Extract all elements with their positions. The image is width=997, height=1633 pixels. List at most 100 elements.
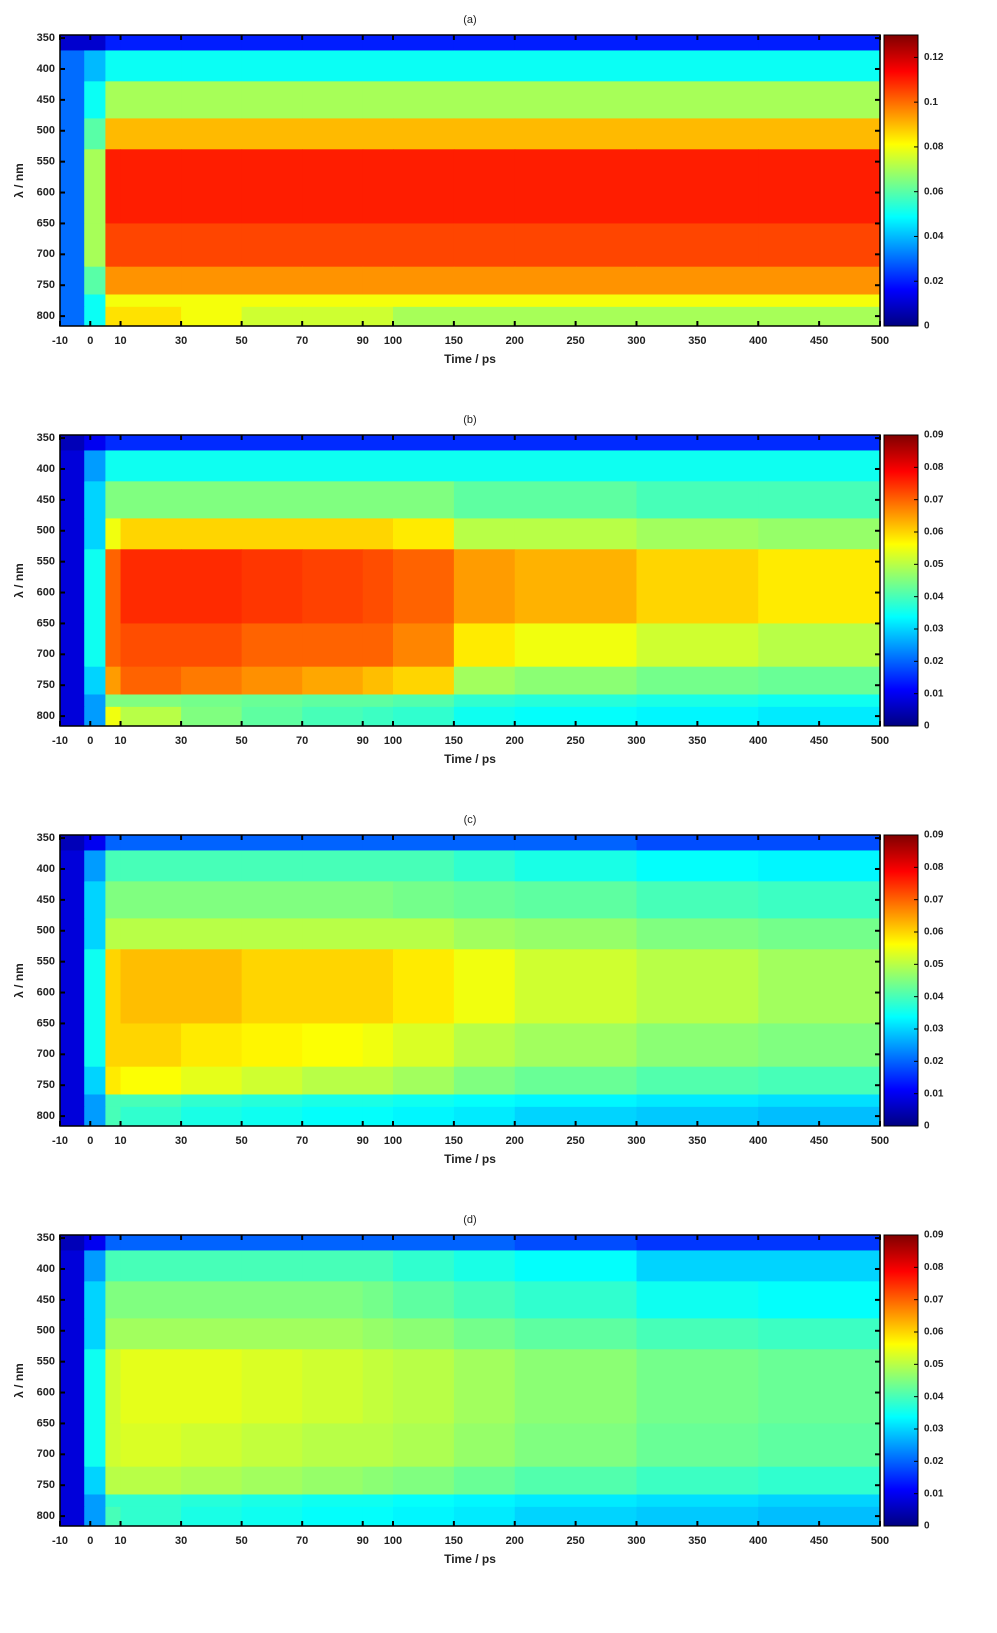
- heatmap-cell: [302, 694, 364, 708]
- heatmap-cell: [393, 949, 455, 1024]
- heatmap-cell: [105, 1318, 122, 1350]
- y-tick-label: 450: [37, 94, 55, 106]
- heatmap-cell: [181, 1349, 243, 1424]
- heatmap-cell: [758, 666, 881, 695]
- heatmap-cell: [514, 1106, 637, 1127]
- x-tick-label: 90: [357, 335, 369, 347]
- y-tick-label: 550: [37, 156, 55, 168]
- heatmap-cell: [758, 623, 881, 668]
- heatmap-cell: [636, 306, 759, 327]
- heatmap-cell: [120, 1349, 182, 1424]
- heatmap-cell: [453, 1423, 516, 1468]
- colorbar-tick-label: 0.08: [924, 462, 944, 473]
- x-tick-label: 10: [114, 1135, 126, 1147]
- heatmap-cell: [514, 518, 637, 550]
- y-tick-label: 750: [37, 1479, 55, 1491]
- heatmap-cell: [105, 81, 122, 119]
- heatmap-cell: [453, 1494, 516, 1508]
- heatmap-cell: [362, 266, 394, 295]
- heatmap-cell: [302, 1106, 364, 1127]
- x-tick-label: 150: [445, 1135, 463, 1147]
- heatmap-cell: [453, 450, 516, 482]
- heatmap-cell: [84, 835, 106, 851]
- heatmap-cell: [636, 435, 759, 451]
- heatmap-cell: [453, 949, 516, 1024]
- heatmap-cell: [362, 1494, 394, 1508]
- heatmap-cell: [302, 1066, 364, 1095]
- heatmap-cell: [636, 1494, 759, 1508]
- heatmap-cell: [362, 1506, 394, 1527]
- heatmap-cell: [120, 266, 182, 295]
- y-axis-label: λ / nm: [12, 163, 26, 198]
- heatmap-cell: [758, 1506, 881, 1527]
- x-tick-label: 30: [175, 335, 187, 347]
- heatmap-cell: [60, 1494, 85, 1508]
- heatmap-cell: [453, 1281, 516, 1319]
- heatmap-cell: [302, 706, 364, 727]
- heatmap-cell: [181, 1506, 243, 1527]
- heatmap-cell: [60, 850, 85, 882]
- x-tick-label: 70: [296, 335, 308, 347]
- heatmap-cell: [105, 694, 122, 708]
- heatmap-cell: [60, 1106, 85, 1127]
- heatmap-cell: [393, 694, 455, 708]
- heatmap-cell: [60, 835, 85, 851]
- heatmap-cell: [362, 1106, 394, 1127]
- heatmap-cell: [60, 1250, 85, 1282]
- heatmap-cell: [636, 1423, 759, 1468]
- x-tick-label: 500: [871, 735, 889, 747]
- heatmap-cell: [302, 223, 364, 268]
- heatmap-cell: [362, 549, 394, 624]
- x-tick-label: 100: [384, 335, 402, 347]
- x-tick-label: 0: [87, 1135, 93, 1147]
- heatmap-cell: [84, 623, 106, 668]
- heatmap-cell: [181, 949, 243, 1024]
- colorbar: [883, 1234, 919, 1527]
- x-tick-label: 400: [749, 735, 767, 747]
- heatmap-cell: [636, 223, 759, 268]
- x-tick-label: 100: [384, 1535, 402, 1547]
- heatmap-cell: [514, 1023, 637, 1068]
- heatmap-cell: [181, 81, 243, 119]
- heatmap-cell: [362, 223, 394, 268]
- heatmap-cell: [105, 835, 122, 851]
- heatmap-cell: [514, 149, 637, 224]
- heatmap-cell: [758, 1466, 881, 1495]
- heatmap-cell: [636, 294, 759, 308]
- colorbar-tick-label: 0.03: [924, 624, 944, 635]
- heatmap-cell: [120, 1106, 182, 1127]
- y-tick-label: 500: [37, 525, 55, 537]
- heatmap-cell: [393, 623, 455, 668]
- heatmap-cell: [514, 1066, 637, 1095]
- heatmap-cell: [514, 266, 637, 295]
- heatmap-cell: [84, 1281, 106, 1319]
- heatmap-cell: [181, 481, 243, 519]
- heatmap-cell: [181, 1094, 243, 1108]
- heatmap-cell: [453, 518, 516, 550]
- heatmap-cell: [362, 1235, 394, 1251]
- heatmap-cell: [758, 949, 881, 1024]
- heatmap-cell: [758, 549, 881, 624]
- heatmap-cell: [636, 881, 759, 919]
- heatmap-cell: [181, 1235, 243, 1251]
- heatmap-cell: [241, 835, 303, 851]
- heatmap-cell: [84, 1094, 106, 1108]
- heatmap-cell: [514, 666, 637, 695]
- heatmap-cell: [453, 149, 516, 224]
- heatmap-cell: [636, 1066, 759, 1095]
- heatmap-cell: [84, 1235, 106, 1251]
- colorbar-tick-label: 0.07: [924, 894, 944, 905]
- heatmap-cell: [302, 35, 364, 51]
- y-tick-label: 550: [37, 956, 55, 968]
- heatmap-cell: [453, 481, 516, 519]
- heatmap-cell: [120, 450, 182, 482]
- heatmap-cell: [241, 1494, 303, 1508]
- heatmap-cell: [241, 549, 303, 624]
- heatmap-cell: [84, 266, 106, 295]
- heatmap-cell: [302, 450, 364, 482]
- heatmap-cell: [453, 50, 516, 82]
- heatmap-cell: [362, 1023, 394, 1068]
- colorbar: [883, 34, 919, 327]
- heatmap-cell: [758, 1423, 881, 1468]
- heatmap-cell: [181, 1106, 243, 1127]
